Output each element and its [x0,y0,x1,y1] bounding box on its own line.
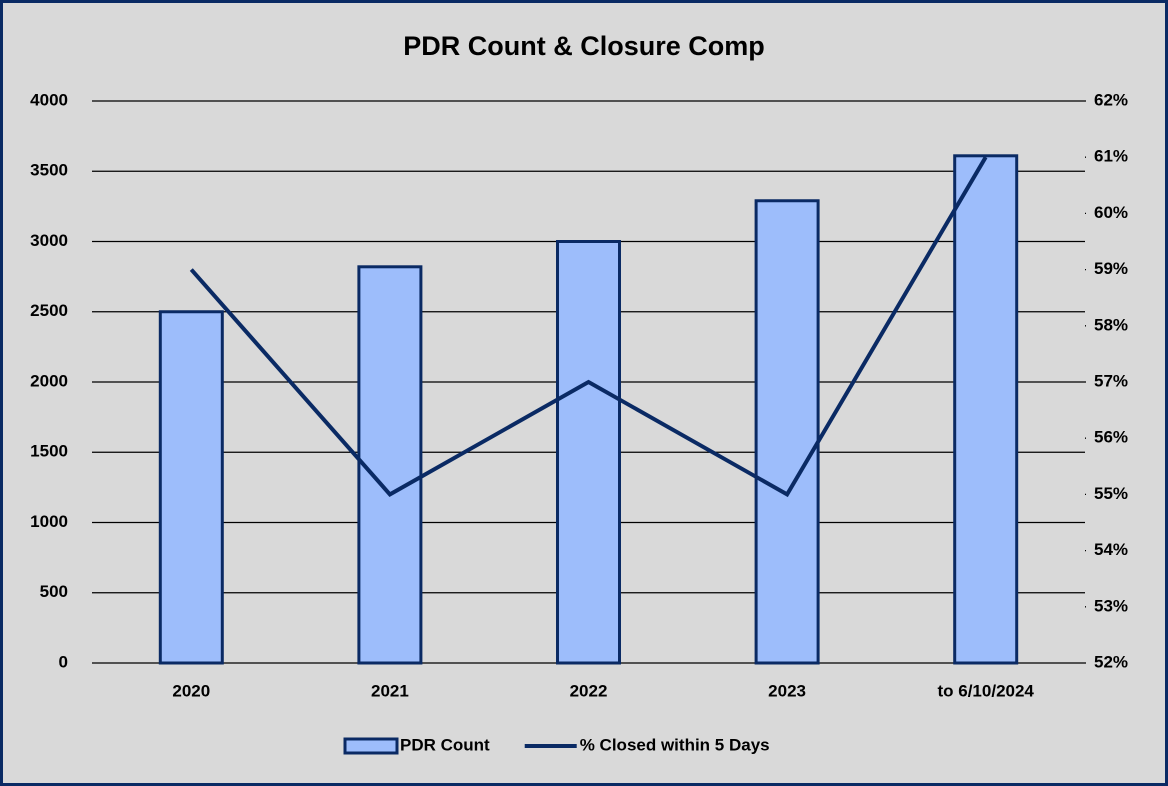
x-tick-label: 2023 [768,681,806,700]
y-tick-label: 500 [40,582,68,601]
y-tick-label: 3500 [30,161,68,180]
y2-tick-label: 62% [1094,90,1128,109]
y2-tick-label: 57% [1094,371,1128,390]
legend-label: PDR Count [400,735,490,754]
legend-label: % Closed within 5 Days [580,735,770,754]
y2-tick-label: 59% [1094,259,1128,278]
legend-swatch [343,737,399,755]
x-tick-label: 2020 [172,681,210,700]
x-tick-label: 2022 [570,681,608,700]
y-tick-label: 1000 [30,512,68,531]
y-tick-label: 0 [59,652,68,671]
bar [754,199,820,665]
y-tick-label: 3000 [30,231,68,250]
y2-tick-label: 53% [1094,596,1128,615]
bar [357,265,423,665]
y2-tick-label: 54% [1094,540,1128,559]
chart-title: PDR Count & Closure Comp [403,31,765,61]
bar [953,154,1019,665]
bar [158,310,224,665]
y-tick-label: 2000 [30,371,68,390]
x-tick-label: 2021 [371,681,409,700]
line [189,156,988,498]
bar [556,240,621,665]
x-tick-label: to 6/10/2024 [937,681,1034,700]
y-tick-label: 1500 [30,442,68,461]
y2-tick-label: 58% [1094,315,1128,334]
y2-tick-label: 56% [1094,428,1128,447]
y2-tick-label: 52% [1094,652,1128,671]
y-tick-label: 2500 [30,301,68,320]
y2-tick-label: 61% [1094,147,1128,166]
y2-tick-label: 55% [1094,484,1128,503]
y-tick-label: 4000 [30,90,68,109]
y2-tick-label: 60% [1094,203,1128,222]
